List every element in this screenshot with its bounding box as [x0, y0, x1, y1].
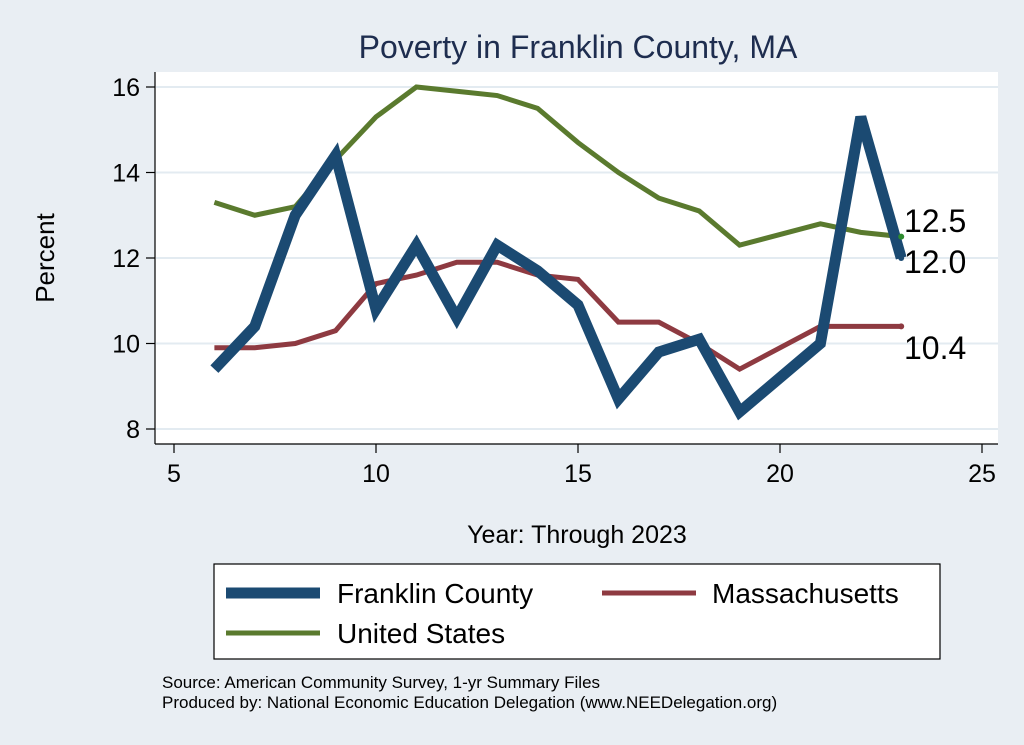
legend-box: [213, 563, 941, 660]
legend-label-massachusetts: Massachusetts: [712, 578, 899, 609]
x-tick-label-25: 25: [968, 460, 996, 488]
x-tick-label-15: 15: [564, 460, 592, 488]
chart-title: Poverty in Franklin County, MA: [359, 29, 798, 65]
end-marker-massachusetts: [898, 323, 905, 330]
legend: Franklin County Massachusetts United Sta…: [213, 563, 941, 660]
series-lines: [210, 84, 907, 421]
end-labels: 12.0 10.4 12.5: [898, 203, 966, 366]
end-label-franklin-county: 12.0: [904, 244, 966, 280]
end-label-massachusetts: 10.4: [904, 330, 966, 366]
end-label-united-states: 12.5: [904, 203, 966, 239]
producer-note: Produced by: National Economic Education…: [162, 693, 777, 712]
legend-label-franklin-county: Franklin County: [337, 578, 533, 609]
end-marker-united-states: [898, 233, 905, 240]
y-tick-label-10: 10: [112, 331, 140, 359]
x-axis-label: Year: Through 2023: [467, 521, 687, 549]
x-tick-label-5: 5: [167, 460, 181, 488]
y-tick-label-8: 8: [126, 416, 140, 444]
x-tick-label-20: 20: [766, 460, 794, 488]
end-marker-franklin-county: [898, 255, 905, 261]
legend-label-united-states: United States: [337, 618, 505, 649]
x-tick-label-10: 10: [362, 460, 390, 488]
y-axis-label: Percent: [30, 212, 60, 302]
y-tick-label-12: 12: [112, 245, 140, 273]
y-tick-label-16: 16: [112, 74, 140, 102]
y-tick-label-14: 14: [112, 160, 140, 188]
source-note: Source: American Community Survey, 1-yr …: [162, 673, 600, 692]
x-ticks: 5 10 15 20 25: [167, 444, 996, 488]
y-ticks: 8 10 12 14 16: [112, 74, 155, 444]
